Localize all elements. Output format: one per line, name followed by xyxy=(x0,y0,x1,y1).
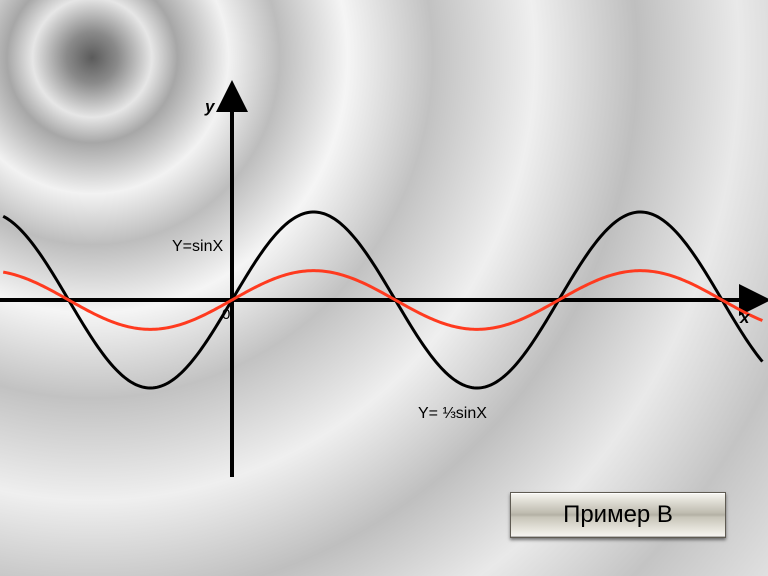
y-axis-label: y xyxy=(205,97,214,117)
series-label-third-sinx: Y= ⅓sinX xyxy=(418,405,487,423)
chart-stage: y x 0 Y=sinX Y= ⅓sinX Пример В xyxy=(0,0,768,576)
x-axis-label: x xyxy=(740,308,749,328)
plot-svg xyxy=(0,0,768,576)
origin-label: 0 xyxy=(222,306,230,323)
example-b-button[interactable]: Пример В xyxy=(510,492,726,538)
series-label-sinx: Y=sinX xyxy=(172,238,223,256)
